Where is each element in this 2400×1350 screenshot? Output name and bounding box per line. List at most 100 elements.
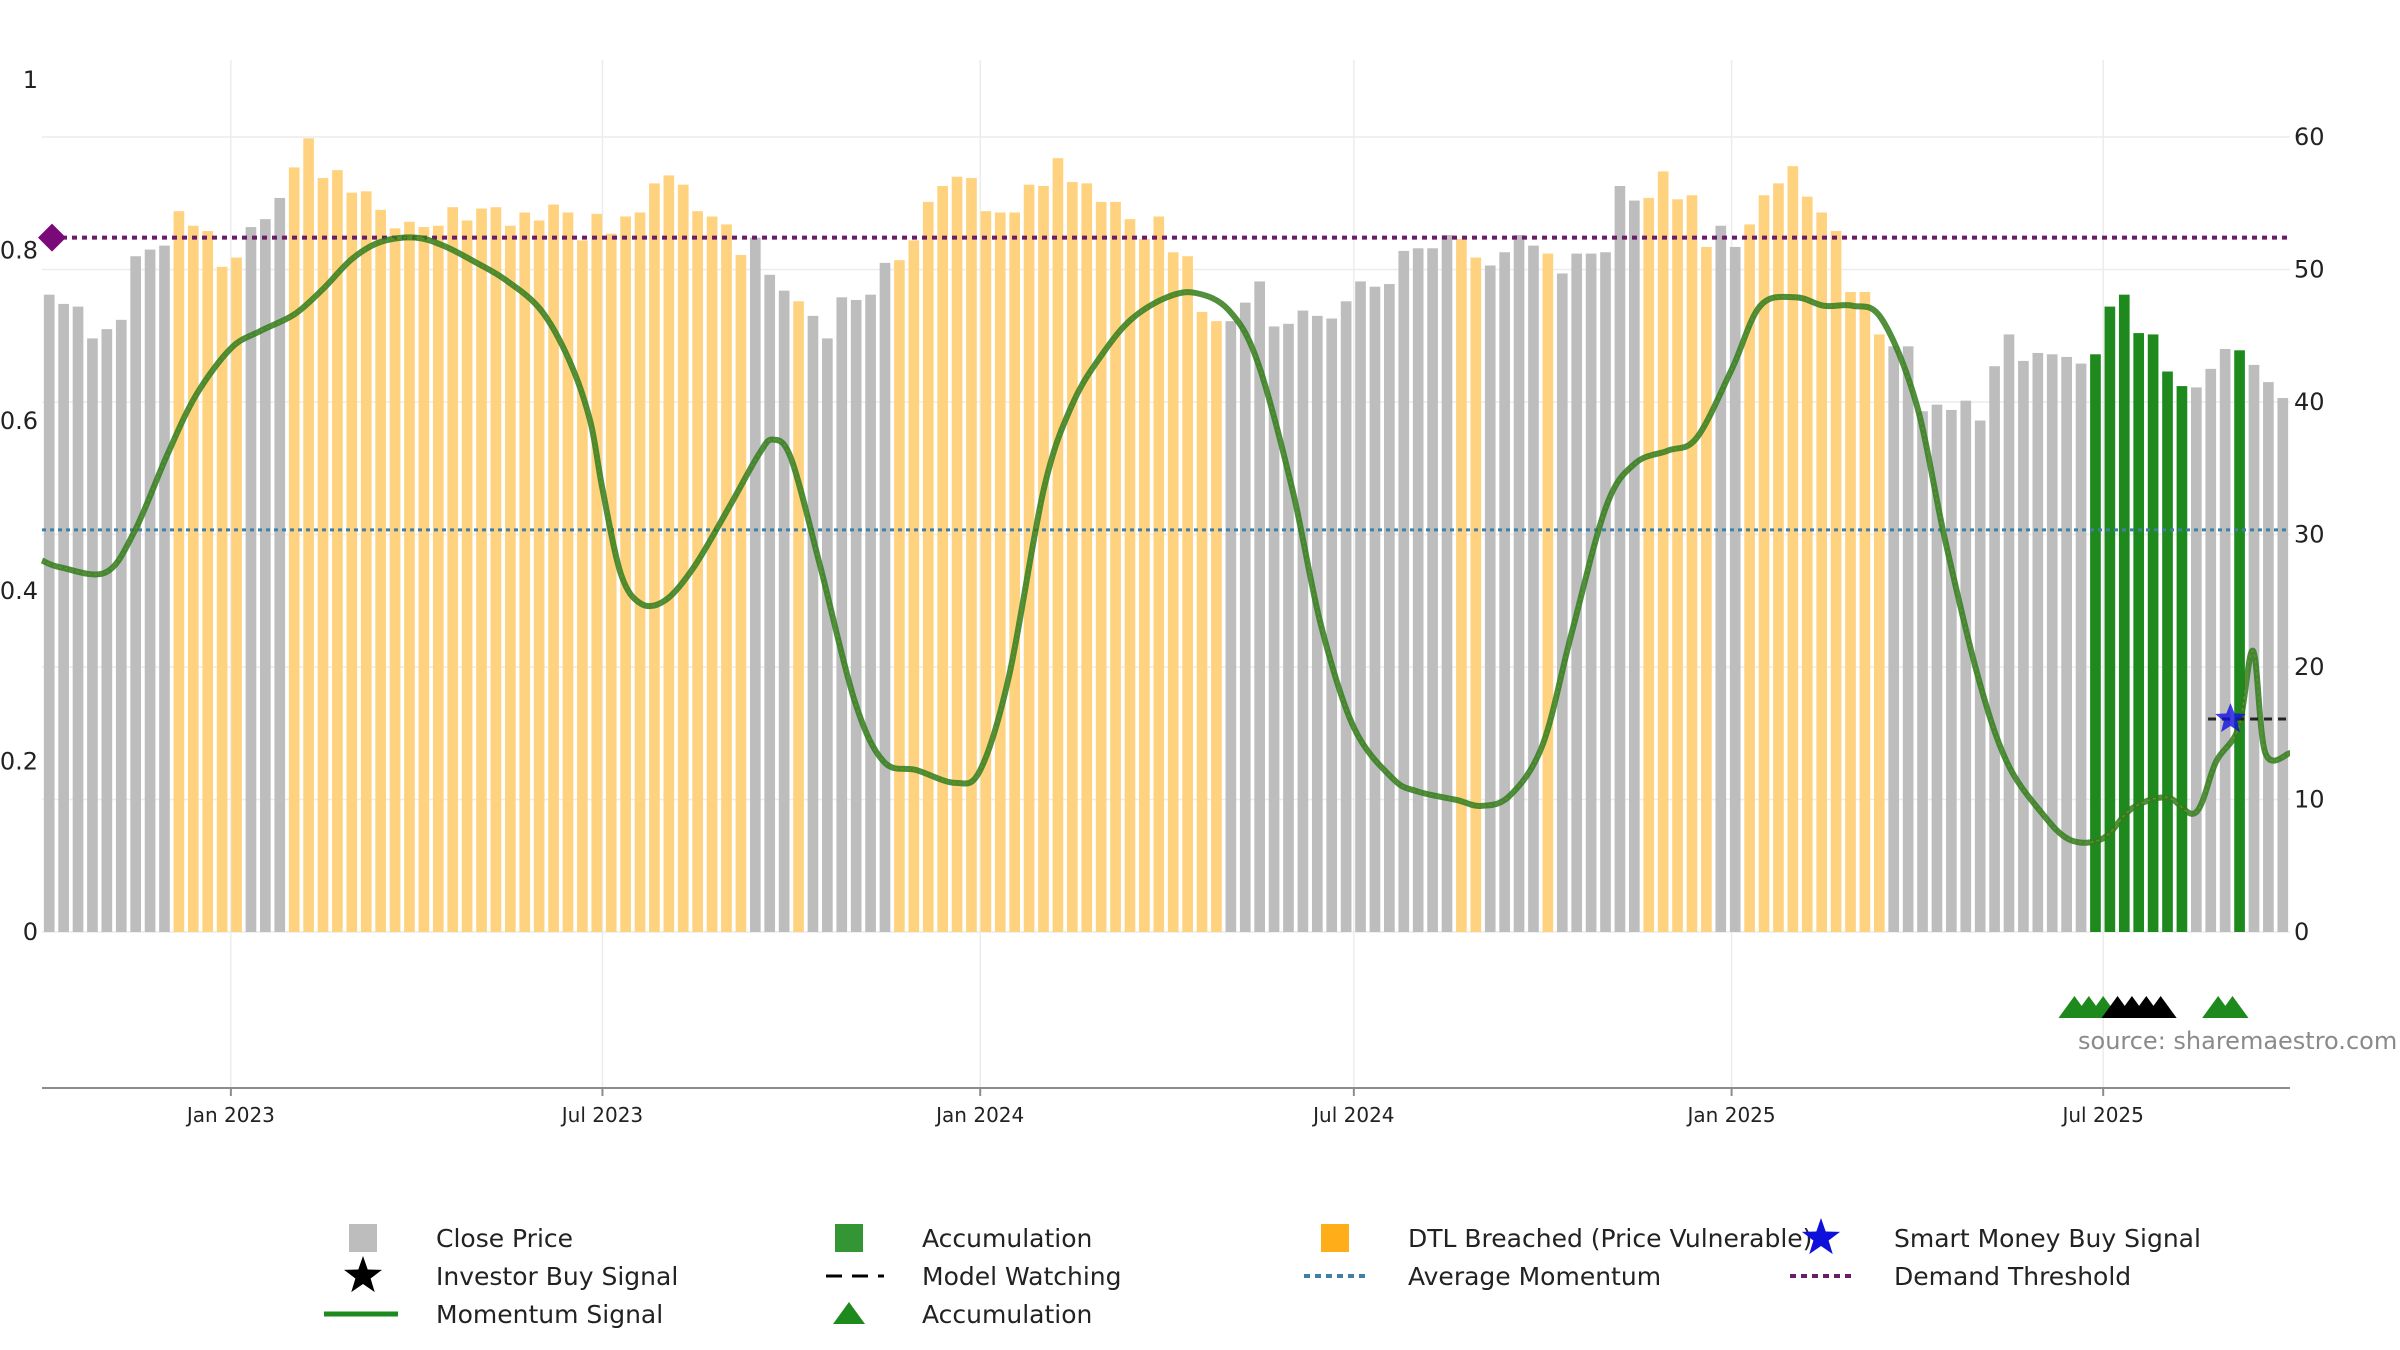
close-price-bar bbox=[1384, 284, 1395, 932]
dtl-breached-bar bbox=[793, 301, 804, 932]
legend-square-swatch bbox=[835, 1224, 863, 1252]
dtl-breached-bar bbox=[1701, 246, 1712, 932]
accumulation-bar bbox=[2090, 354, 2101, 932]
dtl-breached-bar bbox=[461, 220, 473, 933]
dtl-breached-bar bbox=[1830, 231, 1842, 932]
left-tick-label: 0.4 bbox=[0, 577, 38, 605]
dtl-breached-bar bbox=[490, 207, 502, 932]
close-price-bar bbox=[1585, 253, 1597, 933]
dtl-breached-bar bbox=[1758, 195, 1770, 932]
close-price-bar bbox=[1888, 346, 1900, 932]
close-price-bar bbox=[1340, 301, 1352, 932]
close-price-bar bbox=[115, 319, 127, 932]
close-price-bar bbox=[1355, 281, 1366, 933]
left-tick-label: 0.6 bbox=[0, 407, 38, 435]
source-label: source: sharemaestro.com bbox=[2078, 1027, 2397, 1055]
dtl-breached-bar bbox=[432, 225, 444, 932]
dtl-breached-bar bbox=[332, 170, 343, 932]
dtl-breached-bar bbox=[1845, 292, 1856, 932]
dtl-breached-bar bbox=[922, 201, 934, 933]
dtl-breached-bar bbox=[1110, 201, 1121, 933]
close-price-bar bbox=[2191, 387, 2202, 932]
legend-triangle-swatch bbox=[833, 1302, 865, 1324]
dtl-breached-bar bbox=[1067, 182, 1078, 932]
dtl-breached-bar bbox=[1196, 311, 1208, 932]
close-price-bar bbox=[807, 315, 819, 932]
close-price-bar bbox=[144, 249, 156, 932]
accumulation-triangle bbox=[2216, 996, 2249, 1018]
dtl-breached-bar bbox=[187, 225, 199, 932]
dtl-breached-bar bbox=[663, 175, 675, 932]
dtl-breached-bar bbox=[562, 212, 574, 932]
dtl-breached-bar bbox=[1095, 201, 1107, 933]
dtl-breached-bar bbox=[1744, 224, 1755, 932]
axes: Jan 2023 Jul 2023 Jan 2024 Jul 2024 Jan 2025… bbox=[0, 66, 2325, 1127]
close-price-bar bbox=[245, 227, 257, 932]
dtl-breached-bar bbox=[418, 227, 430, 932]
right-tick-label: 10 bbox=[2294, 785, 2325, 813]
close-price-bar bbox=[2003, 334, 2015, 932]
right-tick-label: 40 bbox=[2294, 388, 2325, 416]
left-tick-label: 0.8 bbox=[0, 236, 38, 264]
legend-star-swatch bbox=[1801, 1218, 1841, 1255]
close-price-bar bbox=[274, 197, 286, 932]
dtl-breached-bar bbox=[735, 254, 747, 932]
dtl-breached-bar bbox=[173, 211, 185, 933]
dtl-breached-bar bbox=[1873, 334, 1885, 932]
close-price-bar bbox=[1369, 286, 1381, 932]
dtl-breached-bar bbox=[548, 204, 559, 932]
legend-label: Smart Money Buy Signal bbox=[1894, 1224, 2201, 1253]
close-price-bar bbox=[101, 329, 113, 932]
x-tick-label: Jul 2023 bbox=[560, 1103, 643, 1127]
close-price-bar bbox=[1499, 252, 1510, 932]
dtl-breached-bar bbox=[980, 211, 992, 933]
close-price-bar bbox=[1326, 318, 1338, 933]
dtl-breached-bar bbox=[1167, 252, 1179, 932]
close-price-bar bbox=[1600, 252, 1611, 932]
dtl-breached-bar bbox=[937, 186, 948, 932]
close-price-bar bbox=[1729, 246, 1741, 932]
close-price-bar bbox=[1960, 400, 1972, 932]
legend-label: Momentum Signal bbox=[436, 1300, 663, 1329]
dtl-breached-bar bbox=[317, 178, 329, 933]
dtl-breached-bar bbox=[1859, 292, 1871, 932]
dtl-breached-bar bbox=[346, 192, 358, 933]
dtl-breached-bar bbox=[533, 220, 545, 933]
accumulation-bar bbox=[2133, 333, 2145, 933]
legend-square-swatch bbox=[349, 1224, 377, 1252]
left-tick-label: 0.2 bbox=[0, 748, 38, 776]
close-price-bar bbox=[2032, 352, 2044, 932]
right-tick-label: 30 bbox=[2294, 520, 2325, 548]
legend: Close Price Accumulation DTL Breached (Pri… bbox=[324, 1218, 2201, 1329]
dtl-breached-bar bbox=[706, 216, 718, 932]
grid-lines bbox=[42, 60, 2290, 1088]
close-price-bar bbox=[749, 237, 761, 932]
legend-item: DTL Breached (Price Vulnerable) bbox=[1321, 1224, 1812, 1253]
legend-item: Model Watching bbox=[826, 1262, 1122, 1291]
right-tick-label: 20 bbox=[2294, 653, 2325, 681]
dtl-breached-bar bbox=[389, 228, 401, 932]
dtl-breached-bar bbox=[634, 212, 646, 932]
close-price-bar bbox=[1715, 225, 1727, 932]
x-tick-label: Jul 2025 bbox=[2060, 1103, 2143, 1127]
right-tick-label: 0 bbox=[2294, 918, 2309, 946]
dtl-breached-bar bbox=[288, 167, 300, 932]
x-tick-label: Jan 2023 bbox=[185, 1103, 275, 1127]
close-price-bars bbox=[43, 138, 2289, 933]
accumulation-bar bbox=[2176, 386, 2188, 932]
close-price-bar bbox=[778, 290, 790, 933]
dtl-breached-bar bbox=[1686, 195, 1698, 932]
dtl-breached-bar bbox=[476, 208, 487, 932]
dtl-breached-bar bbox=[303, 138, 314, 933]
legend-label: DTL Breached (Price Vulnerable) bbox=[1408, 1224, 1812, 1253]
legend-label: Accumulation bbox=[922, 1300, 1092, 1329]
dtl-breached-bar bbox=[1009, 212, 1021, 932]
legend-item: Momentum Signal bbox=[324, 1300, 663, 1329]
legend-square-swatch bbox=[1321, 1224, 1349, 1252]
close-price-bar bbox=[850, 299, 862, 933]
close-price-bar bbox=[159, 245, 170, 932]
right-tick-label: 50 bbox=[2294, 255, 2325, 283]
dtl-breached-bar bbox=[231, 257, 242, 933]
signal-markers bbox=[2058, 703, 2249, 1018]
close-price-bar bbox=[822, 338, 833, 932]
